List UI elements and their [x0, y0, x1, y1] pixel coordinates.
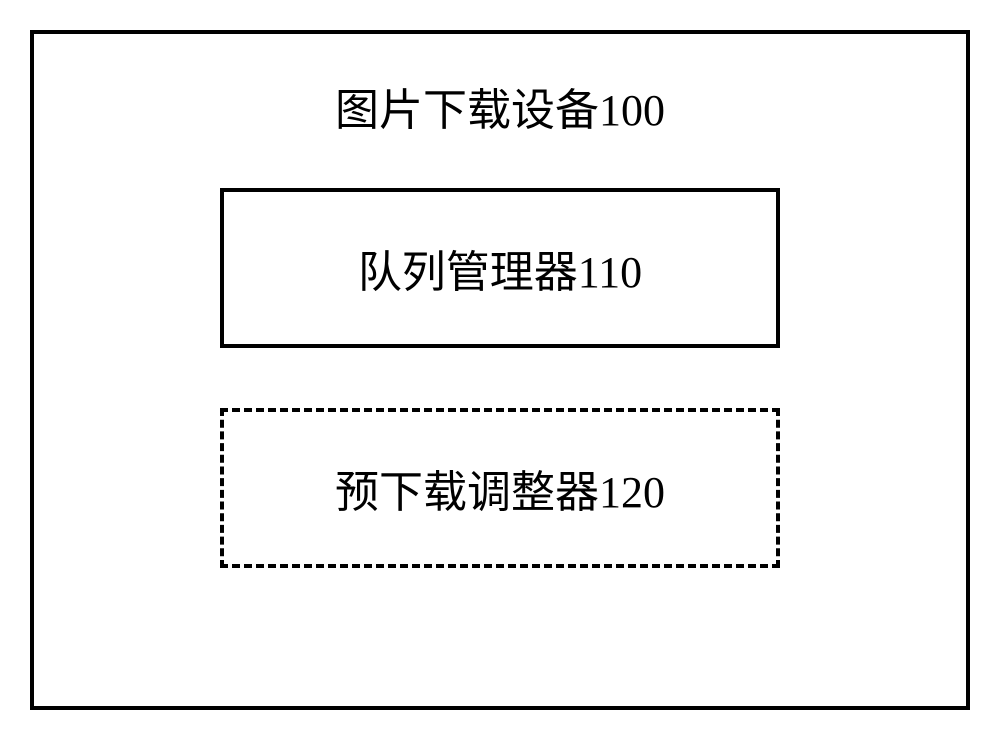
predownload-adjuster-label: 预下载调整器120 — [335, 456, 665, 520]
diagram-title: 图片下载设备100 — [335, 74, 665, 138]
queue-manager-label: 队列管理器110 — [358, 236, 642, 300]
predownload-adjuster-box: 预下载调整器120 — [220, 408, 780, 568]
outer-container: 图片下载设备100 队列管理器110 预下载调整器120 — [30, 30, 970, 710]
queue-manager-box: 队列管理器110 — [220, 188, 780, 348]
